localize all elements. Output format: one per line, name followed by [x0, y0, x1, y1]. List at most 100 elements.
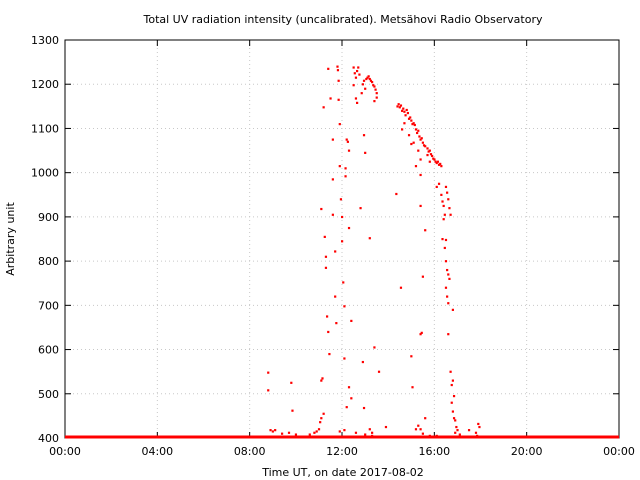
data-point	[432, 157, 435, 160]
data-point	[407, 117, 411, 120]
data-point	[444, 286, 448, 289]
chart-title: Total UV radiation intensity (uncalibrat…	[143, 13, 543, 26]
x-tick-label: 00:00	[49, 445, 81, 458]
data-point	[397, 103, 400, 106]
data-point	[313, 431, 316, 434]
data-point	[368, 428, 371, 431]
data-point	[396, 105, 399, 108]
data-point	[294, 433, 298, 436]
data-point	[369, 79, 373, 82]
data-point	[335, 322, 338, 325]
data-point	[291, 409, 294, 412]
data-point	[322, 412, 325, 415]
data-point	[437, 163, 441, 166]
data-point	[476, 434, 479, 437]
data-point	[345, 138, 348, 141]
data-point	[354, 76, 358, 79]
data-point	[420, 331, 423, 334]
data-point	[344, 167, 347, 170]
data-point	[324, 266, 328, 269]
data-point	[417, 129, 420, 132]
data-point	[290, 381, 293, 384]
data-point	[315, 430, 318, 433]
data-point	[447, 198, 450, 201]
data-point	[334, 295, 337, 298]
data-point	[336, 69, 340, 72]
data-point	[448, 207, 451, 210]
data-point	[429, 153, 433, 156]
data-point	[362, 79, 366, 82]
data-point	[431, 154, 434, 158]
data-point	[308, 433, 311, 436]
data-point	[371, 81, 374, 84]
data-point	[419, 173, 422, 177]
data-point	[449, 370, 452, 373]
data-point	[375, 92, 378, 95]
data-point	[331, 138, 334, 141]
x-tick-label: 12:00	[326, 445, 358, 458]
data-point	[320, 379, 323, 382]
data-point	[409, 116, 412, 119]
data-point	[341, 215, 344, 219]
data-point	[377, 370, 381, 373]
data-point	[375, 96, 378, 99]
y-tick-label: 800	[38, 255, 59, 268]
data-point	[481, 436, 485, 439]
data-point	[267, 389, 270, 392]
data-point	[456, 429, 459, 432]
data-point	[337, 98, 340, 101]
y-tick-label: 1000	[31, 167, 59, 180]
data-point	[474, 431, 478, 434]
data-point	[447, 333, 450, 336]
data-point	[358, 73, 361, 76]
data-point	[331, 213, 334, 216]
data-point	[411, 123, 414, 126]
data-point	[344, 175, 347, 178]
data-point	[451, 379, 454, 382]
data-point	[395, 192, 398, 196]
data-point	[323, 235, 326, 238]
data-point	[371, 431, 374, 434]
data-point	[428, 160, 431, 163]
data-point	[426, 147, 429, 150]
data-point	[446, 191, 449, 194]
y-tick-label: 1300	[31, 34, 59, 47]
data-point	[422, 144, 426, 147]
data-point	[452, 394, 456, 398]
data-point	[361, 83, 364, 86]
data-point	[373, 100, 376, 103]
x-axis-label: Time UT, on date 2017-08-02	[261, 466, 424, 479]
data-point	[350, 397, 353, 400]
data-point	[428, 149, 431, 152]
data-point	[440, 193, 443, 196]
data-point	[410, 119, 413, 122]
data-point	[437, 182, 441, 185]
data-point	[364, 433, 367, 436]
y-tick-label: 1100	[31, 122, 59, 135]
data-point	[398, 106, 401, 109]
data-point	[411, 386, 414, 389]
data-point	[353, 72, 356, 75]
data-point	[327, 67, 330, 70]
data-point	[325, 315, 329, 318]
data-point	[371, 434, 374, 437]
grid	[65, 40, 619, 438]
data-point	[405, 108, 408, 112]
data-point	[401, 109, 404, 112]
data-point	[399, 286, 403, 289]
x-tick-label: 00:00	[603, 445, 635, 458]
y-tick-label: 1200	[31, 78, 59, 91]
data-point	[365, 77, 368, 81]
data-point	[329, 97, 332, 100]
data-point	[421, 275, 424, 278]
data-point	[439, 162, 442, 166]
y-tick-label: 900	[38, 211, 59, 224]
data-point	[347, 386, 351, 389]
data-point	[433, 158, 436, 161]
data-point	[444, 185, 448, 189]
data-point	[350, 319, 353, 323]
x-tick-labels: 00:00 04:00 08:00 12:00 16:00 20:00 00:00	[49, 445, 635, 458]
data-point	[419, 428, 422, 431]
data-point	[420, 137, 423, 140]
